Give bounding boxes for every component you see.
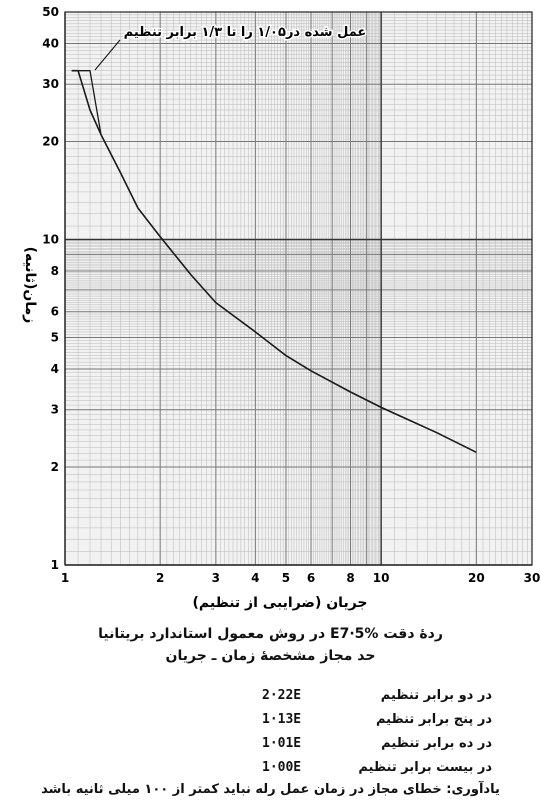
series-line-tolerance-band [71, 70, 102, 135]
tolerance-row: در دو برابر تنظیم 2·22E [262, 688, 492, 710]
x-tick-label: 30 [524, 571, 541, 585]
y-tick-label: 30 [42, 77, 59, 91]
x-tick-label: 1 [61, 571, 69, 585]
x-tick-label: 8 [346, 571, 354, 585]
y-tick-label: 2 [51, 460, 59, 474]
chart-caption-title: ردهٔ دقت E7·5% در روش معمول استاندارد بر… [98, 626, 443, 642]
x-tick-label: 2 [156, 571, 164, 585]
y-tick-label: 10 [42, 233, 59, 247]
y-tick-label: 1 [51, 558, 59, 572]
chart-series [71, 69, 477, 454]
x-axis-label: جریان (ضرایبی از تنظیم) [192, 595, 367, 611]
annotation-leader [94, 39, 121, 71]
y-tick-label: 6 [51, 305, 59, 319]
tolerance-value: 1·13E [262, 712, 302, 727]
axis-ticks: 1 2 3 4 5 6 8 10 20 30 1 2 3 4 5 6 8 10 20 30 40 50 [42, 5, 540, 585]
tolerance-row: در ده برابر تنظیم 1·01E [262, 736, 492, 758]
tolerance-label: در بیست برابر تنظیم [358, 760, 492, 775]
tolerance-label: در دو برابر تنظیم [380, 688, 492, 703]
plot-frame [64, 11, 533, 566]
chart-annotation: عمل شده در۱/۰۵ را تا ۱/۳ برابر تنظیم [124, 25, 367, 40]
x-tick-label: 6 [307, 571, 315, 585]
y-tick-label: 3 [51, 403, 59, 417]
series-line-characteristic [71, 69, 477, 454]
tolerance-row: در بیست برابر تنظیم 1·00E [262, 760, 492, 782]
chart-grid [64, 11, 533, 566]
x-tick-label: 4 [251, 571, 259, 585]
tolerance-value: 1·01E [262, 736, 302, 751]
tolerance-value: 2·22E [262, 688, 302, 703]
tolerance-label: در پنج برابر تنظیم [375, 712, 492, 727]
y-tick-label: 40 [42, 37, 59, 51]
tolerance-value: 1·00E [262, 760, 302, 775]
y-axis-label: زمان(ثانیه) [22, 247, 38, 324]
footnote: یادآوری: خطای مجاز در زمان عمل رله نباید… [41, 782, 500, 797]
tolerance-label: در ده برابر تنظیم [381, 736, 492, 751]
x-tick-label: 3 [212, 571, 220, 585]
y-tick-label: 20 [42, 135, 59, 149]
y-tick-label: 4 [51, 362, 59, 376]
x-tick-label: 10 [373, 571, 390, 585]
chart-caption-subtitle: حد مجاز مشخصهٔ زمان ـ جریان [165, 648, 376, 664]
time-current-chart: 1 2 3 4 5 6 8 10 20 30 1 2 3 4 5 6 8 10 20 30 40 50 عمل شده د… [22, 5, 540, 611]
y-tick-label: 5 [51, 330, 59, 344]
tolerance-row: در پنج برابر تنظیم 1·13E [262, 712, 492, 734]
x-tick-label: 5 [282, 571, 290, 585]
y-tick-label: 50 [42, 5, 59, 19]
x-tick-label: 20 [468, 571, 485, 585]
y-tick-label: 8 [51, 264, 59, 278]
